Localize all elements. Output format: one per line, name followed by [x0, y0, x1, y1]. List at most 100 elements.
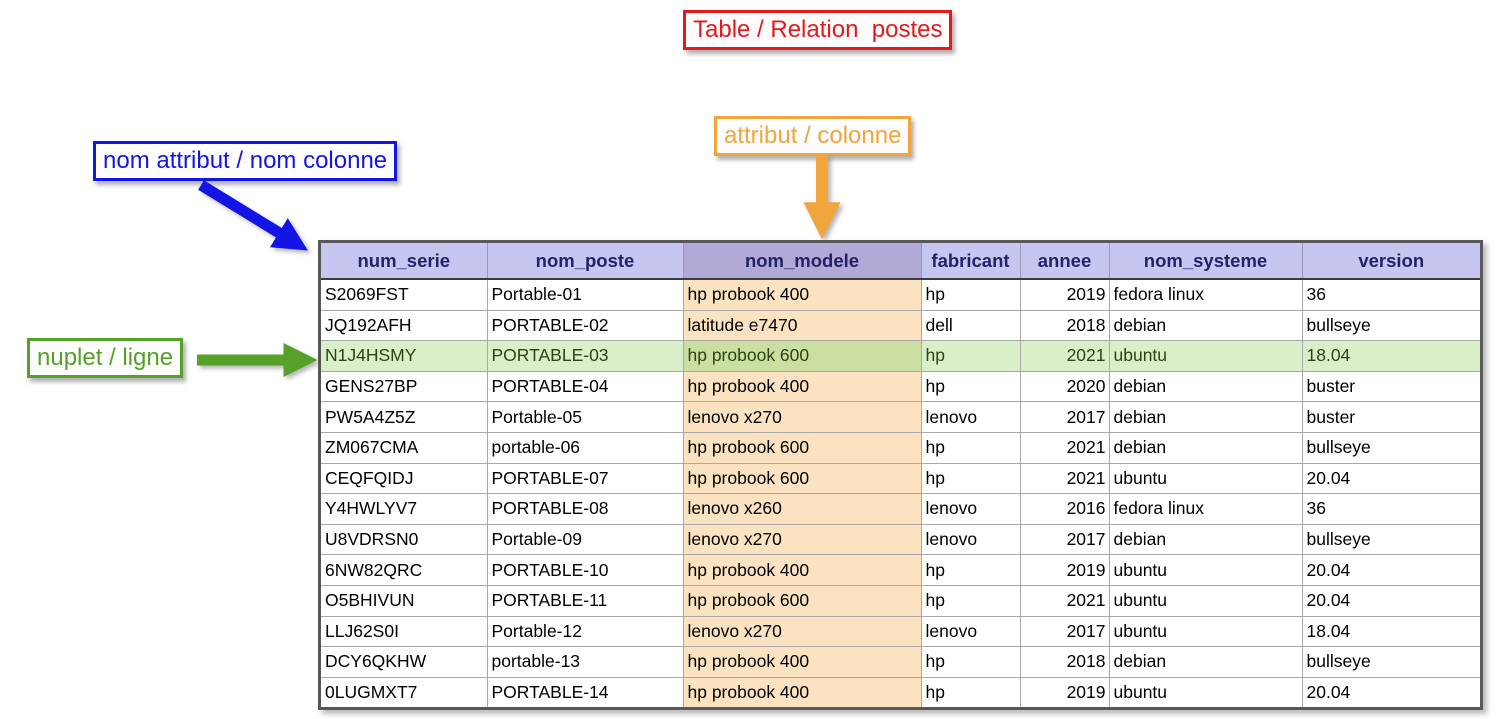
attribute-column-label: attribut / colonne [714, 116, 912, 156]
table-row-10: 6NW82QRC PORTABLE-10 hp probook 400 hp 2019 u… [321, 554, 1480, 586]
cell-fabricant: hp [920, 278, 1021, 311]
cell-nom_modele: hp probook 600 [682, 584, 922, 617]
cell-nom_poste: Portable-12 [486, 615, 684, 648]
relation-table: num_serie nom_poste nom_modele fabricant ann… [321, 243, 1480, 708]
cell-annee: 2019 [1019, 278, 1110, 311]
table-row-6: ZM067CMA portable-06 hp probook 600 hp 2021 d… [321, 431, 1480, 464]
column-header-nom_systeme: nom_systeme [1108, 243, 1303, 280]
cell-annee: 2017 [1019, 615, 1110, 648]
table-row-2: JQ192AFH PORTABLE-02 latitude e7470 dell 201… [321, 309, 1480, 342]
cell-annee: 2017 [1019, 401, 1110, 433]
cell-nom_poste: PORTABLE-03 [486, 340, 684, 372]
cell-num_serie: ZM067CMA [321, 431, 488, 464]
cell-nom_modele: hp probook 400 [682, 676, 922, 708]
cell-nom_systeme: debian [1108, 646, 1303, 678]
cell-nom_systeme: ubuntu [1108, 340, 1303, 372]
cell-annee: 2021 [1019, 431, 1110, 464]
cell-num_serie: 0LUGMXT7 [321, 676, 488, 708]
cell-num_serie: GENS27BP [321, 370, 488, 403]
cell-version: 36 [1301, 493, 1480, 525]
cell-version: buster [1301, 370, 1480, 403]
cell-nom_modele: lenovo x270 [682, 401, 922, 433]
table-row-5: PW5A4Z5Z Portable-05 lenovo x270 lenovo 2017… [321, 401, 1480, 433]
attribute-name-label: nom attribut / nom colonne [93, 141, 398, 181]
cell-annee: 2021 [1019, 462, 1110, 495]
cell-fabricant: hp [920, 676, 1021, 708]
cell-nom_poste: Portable-01 [486, 278, 684, 311]
column-header-num_serie: num_serie [321, 243, 488, 280]
table-row-1: S2069FST Portable-01 hp probook 400 hp 2019 f… [321, 278, 1480, 311]
cell-fabricant: hp [920, 462, 1021, 495]
cell-nom_modele: hp probook 600 [682, 340, 922, 372]
cell-fabricant: hp [920, 431, 1021, 464]
cell-nom_systeme: debian [1108, 370, 1303, 403]
cell-nom_systeme: fedora linux [1108, 493, 1303, 525]
table-relation-label: Table / Relation postes [683, 10, 953, 50]
cell-nom_poste: Portable-09 [486, 523, 684, 556]
cell-version: bullseye [1301, 431, 1480, 464]
table-row-14: 0LUGMXT7 PORTABLE-14 hp probook 400 hp 2019 u… [321, 676, 1480, 708]
cell-version: 20.04 [1301, 676, 1480, 708]
cell-version: 18.04 [1301, 615, 1480, 648]
cell-fabricant: hp [920, 646, 1021, 678]
table-row-9: U8VDRSN0 Portable-09 lenovo x270 lenovo 2017… [321, 523, 1480, 556]
cell-version: bullseye [1301, 646, 1480, 678]
cell-nom_poste: PORTABLE-07 [486, 462, 684, 495]
cell-nom_systeme: debian [1108, 523, 1303, 556]
column-header-version: version [1301, 243, 1480, 280]
cell-nom_systeme: debian [1108, 431, 1303, 464]
cell-version: bullseye [1301, 309, 1480, 342]
cell-version: bullseye [1301, 523, 1480, 556]
cell-version: 20.04 [1301, 584, 1480, 617]
blue-arrow [198, 180, 308, 251]
cell-nom_poste: PORTABLE-02 [486, 309, 684, 342]
cell-nom_systeme: debian [1108, 309, 1303, 342]
cell-nom_systeme: ubuntu [1108, 462, 1303, 495]
cell-annee: 2021 [1019, 584, 1110, 617]
cell-nom_systeme: fedora linux [1108, 278, 1303, 311]
cell-num_serie: PW5A4Z5Z [321, 401, 488, 433]
cell-nom_modele: hp probook 400 [682, 278, 922, 311]
cell-annee: 2019 [1019, 676, 1110, 708]
cell-annee: 2016 [1019, 493, 1110, 525]
table-row-13: DCY6QKHW portable-13 hp probook 400 hp 2018 d… [321, 646, 1480, 678]
cell-nom_systeme: ubuntu [1108, 554, 1303, 586]
cell-nom_modele: latitude e7470 [682, 309, 922, 342]
cell-fabricant: lenovo [920, 401, 1021, 433]
cell-nom_modele: hp probook 600 [682, 431, 922, 464]
cell-fabricant: hp [920, 370, 1021, 403]
cell-nom_modele: hp probook 600 [682, 462, 922, 495]
cell-num_serie: JQ192AFH [321, 309, 488, 342]
cell-nom_poste: Portable-05 [486, 401, 684, 433]
cell-fabricant: lenovo [920, 615, 1021, 648]
table-row-8: Y4HWLYV7 PORTABLE-08 lenovo x260 lenovo 2016… [321, 493, 1480, 525]
cell-annee: 2018 [1019, 646, 1110, 678]
column-header-nom_modele: nom_modele [682, 243, 922, 280]
cell-fabricant: lenovo [920, 493, 1021, 525]
cell-num_serie: S2069FST [321, 278, 488, 311]
table-row-7: CEQFQIDJ PORTABLE-07 hp probook 600 hp 2021 u… [321, 462, 1480, 495]
header-row: num_serie nom_poste nom_modele fabricant ann… [321, 243, 1480, 280]
cell-version: buster [1301, 401, 1480, 433]
column-header-nom_poste: nom_poste [486, 243, 684, 280]
cell-nom_systeme: ubuntu [1108, 584, 1303, 617]
cell-num_serie: CEQFQIDJ [321, 462, 488, 495]
cell-nom_modele: lenovo x260 [682, 493, 922, 525]
cell-fabricant: lenovo [920, 523, 1021, 556]
cell-nom_modele: hp probook 400 [682, 370, 922, 403]
cell-nom_poste: PORTABLE-10 [486, 554, 684, 586]
cell-nom_systeme: ubuntu [1108, 615, 1303, 648]
cell-fabricant: hp [920, 554, 1021, 586]
cell-nom_poste: portable-06 [486, 431, 684, 464]
cell-num_serie: U8VDRSN0 [321, 523, 488, 556]
cell-nom_modele: lenovo x270 [682, 523, 922, 556]
cell-annee: 2020 [1019, 370, 1110, 403]
cell-annee: 2019 [1019, 554, 1110, 586]
cell-nom_modele: lenovo x270 [682, 615, 922, 648]
cell-num_serie: 6NW82QRC [321, 554, 488, 586]
cell-nom_poste: portable-13 [486, 646, 684, 678]
cell-nom_systeme: debian [1108, 401, 1303, 433]
column-header-fabricant: fabricant [920, 243, 1021, 280]
cell-version: 20.04 [1301, 554, 1480, 586]
table-row-4: GENS27BP PORTABLE-04 hp probook 400 hp 2020 d… [321, 370, 1480, 403]
